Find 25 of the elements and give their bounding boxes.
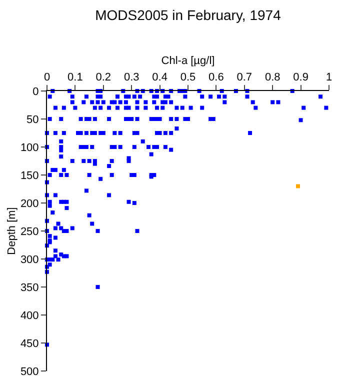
y-tick-label: 350 bbox=[20, 282, 39, 294]
x-tick-label: 0.3 bbox=[124, 72, 140, 84]
y-tick-label: 400 bbox=[20, 310, 39, 322]
y-tick-label: 0 bbox=[32, 86, 39, 98]
y-tick-label: 150 bbox=[20, 170, 39, 182]
x-tick-label: 0.4 bbox=[152, 72, 168, 84]
y-axis-title: Depth [m] bbox=[6, 207, 18, 255]
y-tick-label: 450 bbox=[20, 338, 39, 350]
x-axis-title: Chl-a [µg/l] bbox=[161, 55, 215, 68]
x-tick-label: 0.2 bbox=[96, 72, 112, 84]
x-tick-label: 0 bbox=[44, 72, 50, 84]
y-tick-label: 250 bbox=[20, 226, 39, 238]
x-tick-label: 0.6 bbox=[208, 72, 224, 84]
x-tick-label: 0.8 bbox=[264, 72, 280, 84]
y-tick-label: 300 bbox=[20, 254, 39, 266]
y-tick-label: 500 bbox=[20, 366, 39, 378]
x-tick-label: 0.7 bbox=[236, 72, 252, 84]
y-tick-label: 50 bbox=[26, 114, 39, 126]
chart-title: MODS2005 in February, 1974 bbox=[95, 6, 282, 23]
x-tick-label: 0.5 bbox=[180, 72, 196, 84]
x-tick-label: 0.1 bbox=[68, 72, 83, 84]
y-tick-label: 200 bbox=[20, 198, 39, 210]
x-tick-label: 0.9 bbox=[293, 72, 308, 84]
x-tick-label: 1 bbox=[326, 72, 332, 84]
y-tick-label: 100 bbox=[20, 142, 39, 154]
